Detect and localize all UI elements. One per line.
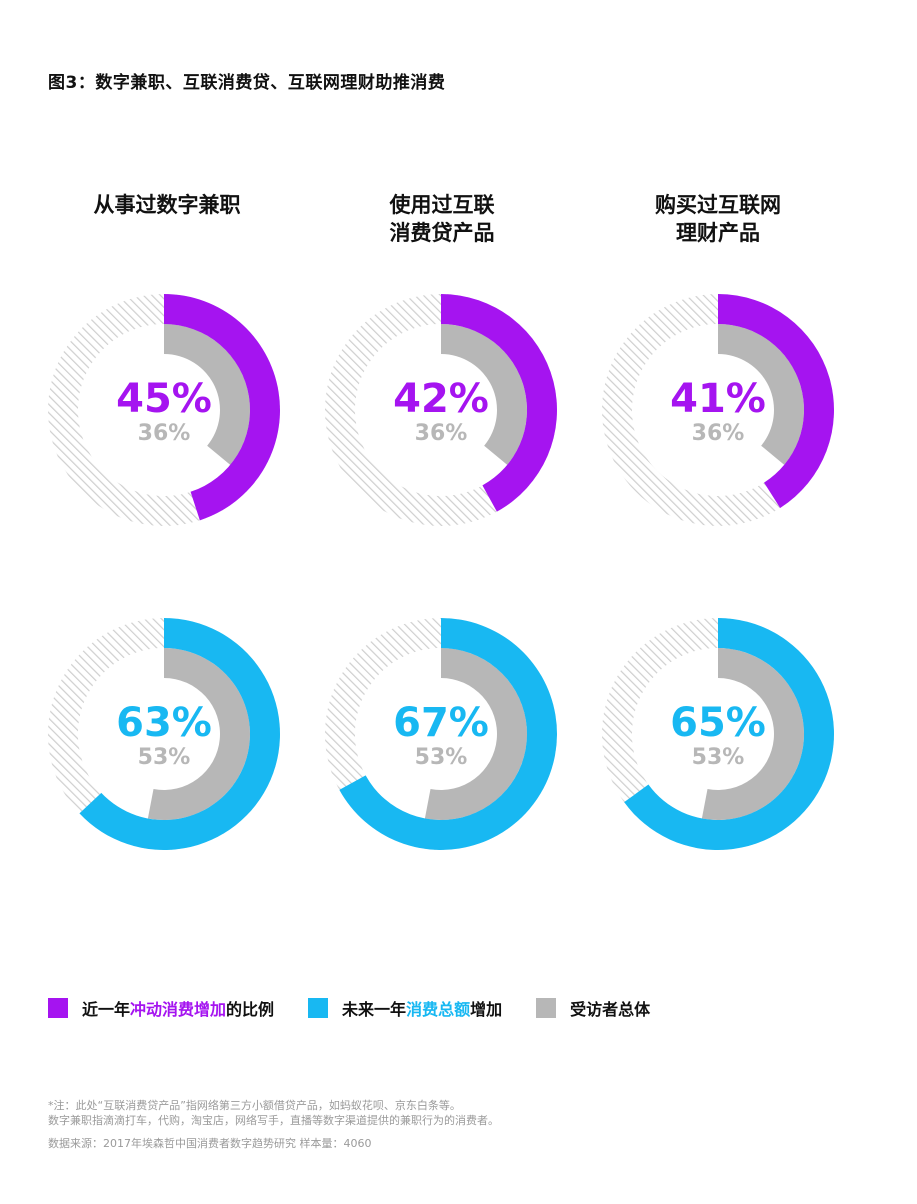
figure-title: 图3：数字兼职、互联消费贷、互联网理财助推消费 [48, 73, 446, 93]
column-title-line: 从事过数字兼职 [93, 193, 241, 217]
legend-text: 增加 [470, 1000, 503, 1019]
donut-value-arc [441, 294, 558, 512]
donut-baseline-label: 36% [692, 421, 745, 446]
donut-value-label: 42% [393, 376, 489, 422]
legend-label: 未来一年消费总额增加 [342, 996, 502, 1020]
donut-baseline-arc [441, 324, 527, 465]
column-title-line: 理财产品 [676, 221, 760, 245]
column-title-consumer-loan: 使用过互联 消费贷产品 [302, 191, 582, 247]
donut-baseline-arc [164, 324, 250, 465]
donut-baseline-label: 53% [415, 745, 468, 770]
donut-baseline-label: 36% [138, 421, 191, 446]
donut-6: 65%53% [601, 618, 834, 850]
donut-1: 45%36% [48, 294, 281, 527]
data-source: 数据来源：2017年埃森哲中国消费者数字趋势研究 样本量：4060 [48, 1137, 372, 1150]
donut-baseline-arc [147, 648, 250, 820]
donut-value-label: 45% [116, 376, 212, 422]
legend-swatch-blue [308, 998, 329, 1018]
donut-baseline-arc [718, 324, 804, 465]
donut-baseline-label: 53% [138, 745, 191, 770]
column-title-digital-parttime: 从事过数字兼职 [27, 191, 307, 219]
donut-2: 42%36% [325, 294, 558, 526]
footnotes: *注：此处“互联消费贷产品”指网络第三方小额借贷产品，如蚂蚁花呗、京东白条等。 … [48, 1098, 499, 1151]
donut-baseline-arc [424, 648, 527, 820]
donut-baseline-label: 36% [415, 421, 468, 446]
donut-value-arc [718, 294, 835, 508]
legend-item-impulse: 近一年冲动消费增加的比例 [48, 996, 274, 1020]
donut-value-arc [164, 294, 281, 521]
footnote-line: 数字兼职指滴滴打车，代购，淘宝店，网络写手，直播等数字渠道提供的兼职行为的消费者… [48, 1114, 499, 1127]
legend-label: 受访者总体 [570, 1000, 651, 1019]
legend-highlight: 冲动消费增加 [130, 1000, 227, 1019]
donut-value-label: 63% [116, 700, 212, 746]
legend-highlight: 消费总额 [406, 1000, 471, 1019]
legend-item-spending: 未来一年消费总额增加 [308, 996, 502, 1020]
legend-text: 的比例 [226, 1000, 275, 1019]
donut-value-label: 67% [393, 700, 489, 746]
legend-text: 未来一年 [342, 1000, 407, 1019]
donut-4: 63%53% [47, 618, 280, 850]
legend-swatch-gray [536, 998, 557, 1018]
donut-baseline-label: 53% [692, 745, 745, 770]
donut-value-arc [79, 618, 280, 850]
legend-text: 近一年 [82, 1000, 131, 1019]
donut-5: 67%53% [324, 618, 557, 850]
column-title-line: 消费贷产品 [389, 221, 495, 245]
legend-swatch-purple [48, 998, 68, 1018]
donut-3: 41%36% [602, 294, 835, 526]
donut-baseline-arc [701, 648, 804, 820]
legend: 近一年冲动消费增加的比例 未来一年消费总额增加 受访者总体 [48, 995, 684, 1021]
legend-item-overall: 受访者总体 [536, 996, 650, 1020]
column-title-line: 使用过互联 [389, 193, 495, 217]
legend-label: 近一年冲动消费增加的比例 [82, 996, 274, 1020]
column-title-line: 购买过互联网 [655, 193, 781, 217]
donut-value-arc [624, 618, 834, 850]
donut-value-label: 65% [670, 700, 766, 746]
donut-value-label: 41% [670, 376, 766, 422]
footnote-line: *注：此处“互联消费贷产品”指网络第三方小额借贷产品，如蚂蚁花呗、京东白条等。 [48, 1099, 461, 1112]
column-title-wealth-product: 购买过互联网 理财产品 [578, 191, 858, 247]
donut-charts: 45%36%42%36%41%36%63%53%67%53%65%53% [47, 294, 835, 850]
